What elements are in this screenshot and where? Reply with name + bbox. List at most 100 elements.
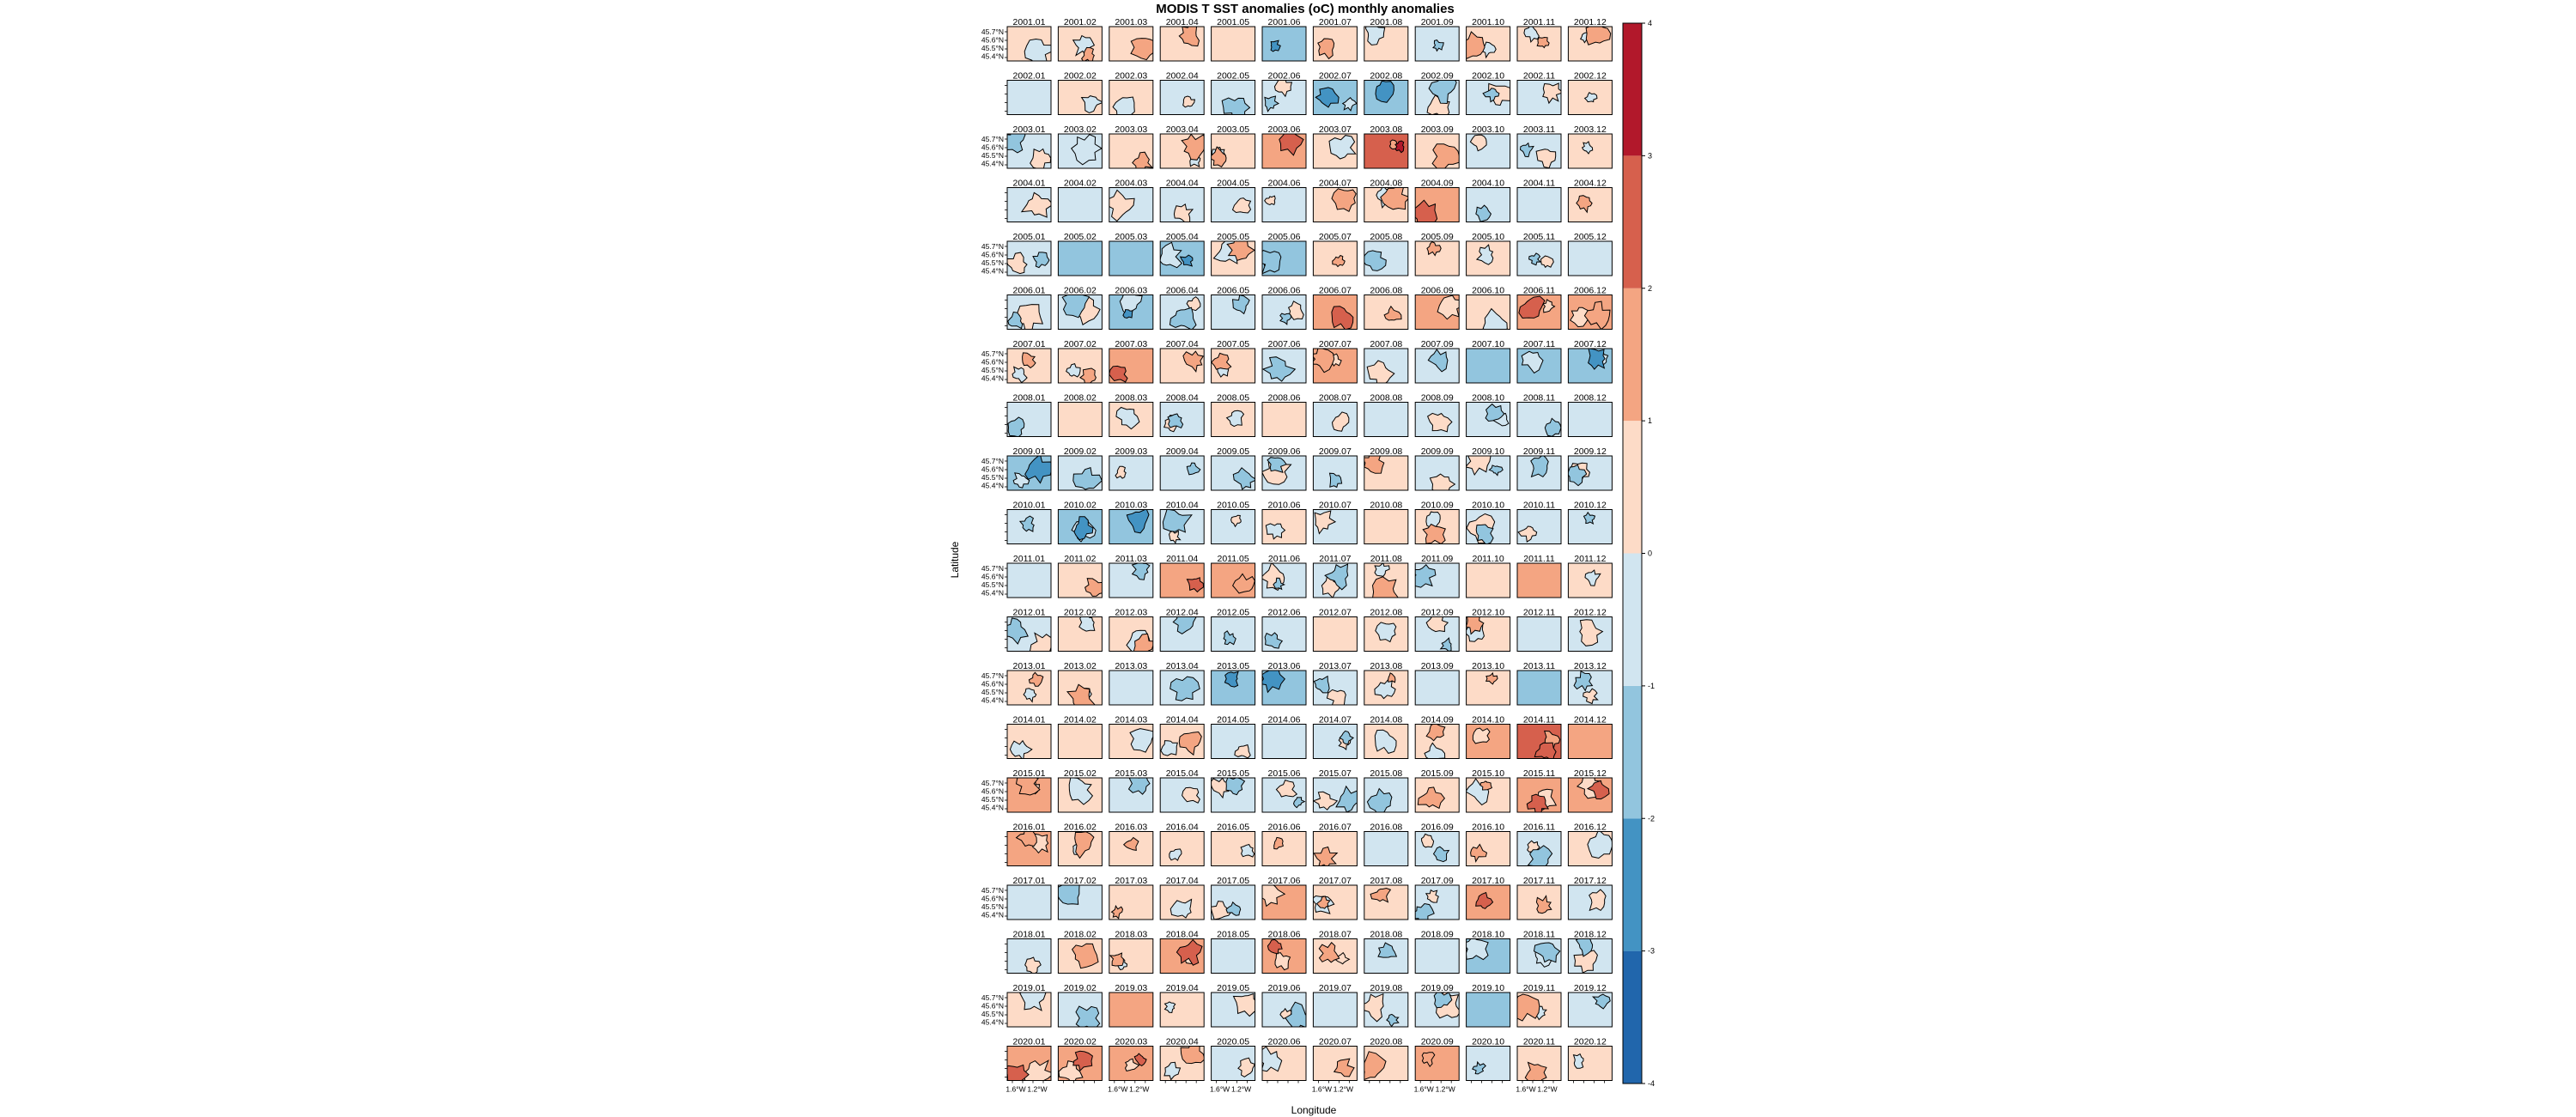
panel-2016-04: 2016.04 (1159, 823, 1205, 866)
panel-frame (1364, 240, 1409, 276)
panel-label: 2012.05 (1217, 608, 1249, 618)
panel-fill (1313, 616, 1358, 652)
contour-patch (1482, 307, 1508, 330)
lat-tick-label: 45.5°N (981, 44, 1004, 52)
panel-label: 2016.08 (1370, 823, 1402, 833)
panel-frame (1364, 402, 1409, 437)
panel-frame (1057, 294, 1103, 330)
panel-label: 2001.08 (1370, 17, 1402, 27)
panel-label: 2008.09 (1421, 393, 1454, 404)
panel-fill (1517, 616, 1561, 652)
panel-2014-05: 2014.05 (1211, 715, 1256, 759)
panel-2012-09: 2012.09 (1414, 608, 1460, 652)
contour-patch (1129, 728, 1153, 753)
panel-frame (1414, 884, 1460, 920)
panel-fill (1058, 187, 1103, 222)
panel-2006-01: 2006.01 (1005, 286, 1052, 330)
panel-label: 2016.06 (1268, 823, 1301, 833)
contour-patch (1264, 95, 1280, 112)
panel-2005-08: 2005.08 (1364, 232, 1409, 276)
panel-label: 2014.04 (1166, 715, 1199, 725)
panel-label: 2001.03 (1115, 17, 1147, 27)
panel-fill (1109, 456, 1153, 490)
panel-frame (1211, 509, 1256, 544)
panel-frame (1211, 348, 1256, 384)
x-axis-label: Longitude (1291, 1104, 1337, 1116)
contour-patch (1328, 472, 1343, 489)
panel-label: 2010.01 (1013, 501, 1046, 511)
contour-patch (1223, 630, 1236, 646)
longitude-ticks: 1.6°W 1.2°W 1.6°W 1.2°W 1.6°W 1.2°W 1.6°W 1.2°W… (1005, 1085, 1557, 1094)
panel-fill (1058, 241, 1103, 276)
colorbar-bin (1623, 818, 1642, 951)
panel-label: 2014.09 (1421, 715, 1454, 725)
panel-label: 2011.05 (1218, 554, 1249, 564)
panel-label: 2014.11 (1523, 715, 1555, 725)
panel-frame (1211, 402, 1256, 437)
panel-frame (1057, 133, 1103, 169)
panel-label: 2005.04 (1166, 232, 1199, 242)
panel-2018-01: 2018.01 (1005, 930, 1052, 974)
panel-2018-08: 2018.08 (1364, 930, 1409, 974)
panel-frame (1466, 133, 1511, 169)
panel-2016-03: 2016.03 (1109, 823, 1154, 866)
panel-label: 2012.06 (1268, 608, 1301, 618)
panel-fill (1160, 831, 1205, 866)
panel-frame (1006, 455, 1052, 491)
panel-2011-09: 2011.09 (1414, 554, 1460, 598)
panel-frame (1006, 294, 1052, 330)
panel-frame (1159, 831, 1205, 866)
panel-frame (1057, 616, 1103, 652)
contour-patch (1024, 38, 1051, 61)
contour-patch (1068, 778, 1094, 805)
panel-label: 2006.01 (1013, 286, 1046, 296)
panel-frame (1466, 294, 1511, 330)
contour-patch (1472, 1060, 1486, 1075)
panel-label: 2008.03 (1115, 393, 1147, 404)
panel-label: 2002.02 (1064, 71, 1097, 82)
panel-frame (1567, 80, 1613, 115)
panel-label: 2002.04 (1166, 71, 1199, 82)
panel-label: 2020.06 (1268, 1037, 1301, 1047)
contour-patch (1375, 622, 1397, 643)
contour-patch (1386, 1013, 1400, 1027)
contour-patch (1007, 416, 1025, 437)
panel-label: 2017.11 (1523, 876, 1555, 886)
panel-label: 2012.11 (1523, 608, 1555, 618)
panel-2006-02: 2006.02 (1057, 286, 1103, 330)
panel-label: 2019.10 (1472, 983, 1504, 993)
panel-frame (1312, 1046, 1358, 1081)
lat-tick-label: 45.7°N (981, 564, 1004, 573)
panel-2002-01: 2002.01 (1005, 71, 1052, 115)
contour-patch (1377, 942, 1398, 958)
panel-frame (1466, 670, 1511, 706)
panel-frame (1261, 777, 1307, 813)
panel-frame (1567, 938, 1613, 974)
panel-2017-01: 2017.01 (1005, 876, 1052, 920)
panel-fill (1007, 671, 1051, 705)
contour-patch (1182, 786, 1200, 804)
panel-label: 2007.06 (1268, 339, 1301, 349)
panel-frame (1567, 133, 1613, 169)
panel-label: 2015.03 (1115, 768, 1147, 779)
contour-patch (1110, 904, 1124, 920)
panel-2009-11: 2009.11 (1516, 446, 1562, 491)
panel-frame (1414, 26, 1460, 62)
panel-frame (1109, 992, 1154, 1028)
colorbar-tick-label: -1 (1648, 682, 1655, 690)
panel-fill (1568, 885, 1613, 920)
panel-label: 2017.08 (1370, 876, 1402, 886)
contour-patch (1426, 241, 1442, 257)
panel-frame (1414, 187, 1460, 222)
panel-frame (1414, 294, 1460, 330)
panel-fill (1211, 27, 1255, 61)
panel-frame (1312, 187, 1358, 222)
panel-label: 2016.04 (1166, 823, 1199, 833)
contour-patch (1007, 134, 1026, 154)
lon-tick-label: 1.2°W (1231, 1085, 1251, 1094)
panel-2015-12: 2015.12 (1567, 768, 1613, 813)
panel-2001-03: 2001.03 (1109, 17, 1154, 62)
panel-label: 2004.10 (1472, 179, 1504, 189)
panel-2004-07: 2004.07 (1312, 179, 1358, 222)
contour-patch (1265, 523, 1286, 540)
